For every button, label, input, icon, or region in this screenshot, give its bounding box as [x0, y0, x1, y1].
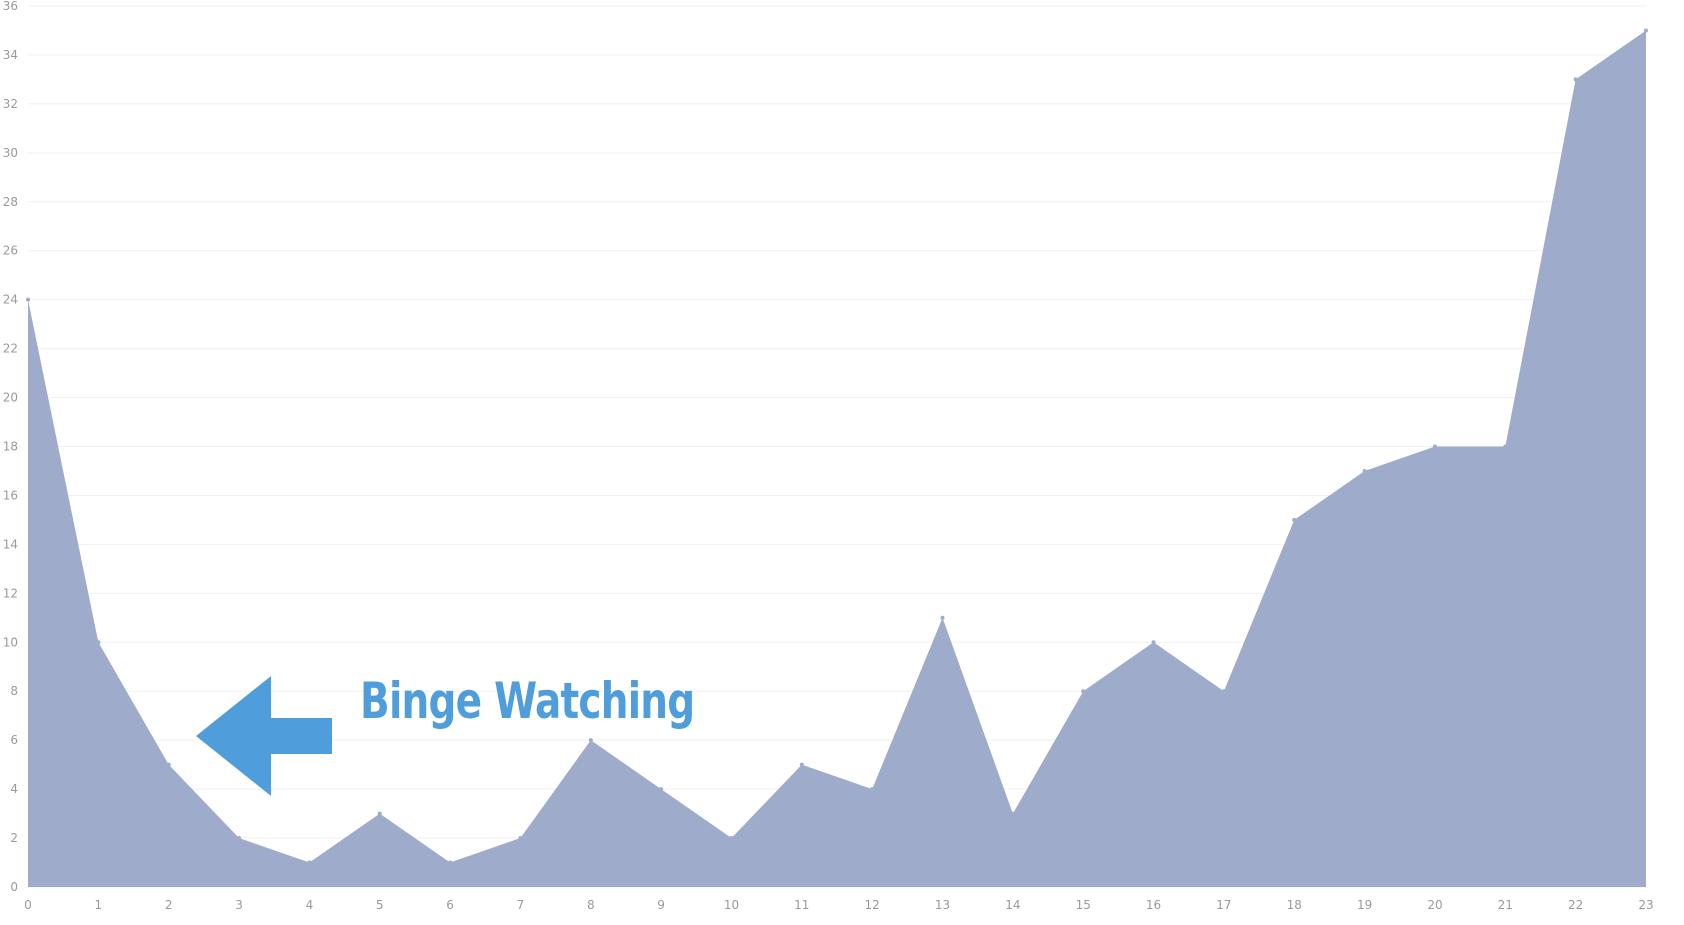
- y-tick-label: 10: [3, 635, 18, 649]
- data-point: [870, 787, 875, 792]
- x-tick-label: 1: [95, 898, 103, 912]
- y-tick-label: 4: [10, 782, 18, 796]
- grid-lines: [28, 5, 1646, 888]
- x-tick-label: 10: [724, 898, 739, 912]
- y-tick-label: 24: [3, 293, 18, 307]
- data-point: [96, 640, 101, 645]
- y-tick-label: 6: [10, 733, 18, 747]
- y-tick-label: 30: [3, 146, 18, 160]
- data-point: [1503, 444, 1508, 449]
- data-point: [307, 860, 312, 865]
- series-area: [28, 30, 1646, 887]
- x-tick-label: 14: [1005, 898, 1020, 912]
- x-tick-label: 21: [1498, 898, 1513, 912]
- data-point: [588, 738, 593, 743]
- x-tick-label: 13: [935, 898, 950, 912]
- data-point: [1221, 689, 1226, 694]
- annotation-label: Binge Watching: [360, 672, 695, 730]
- x-tick-label: 15: [1076, 898, 1091, 912]
- x-tick-label: 0: [24, 898, 32, 912]
- y-tick-label: 34: [3, 48, 18, 62]
- data-point: [659, 787, 664, 792]
- x-tick-label: 17: [1216, 898, 1231, 912]
- y-tick-label: 16: [3, 488, 18, 502]
- y-tick-label: 12: [3, 586, 18, 600]
- data-point: [377, 811, 382, 816]
- x-tick-label: 11: [794, 898, 809, 912]
- y-tick-label: 14: [3, 537, 18, 551]
- x-tick-label: 18: [1287, 898, 1302, 912]
- x-tick-label: 3: [235, 898, 243, 912]
- data-point: [1362, 468, 1367, 473]
- data-point: [1644, 28, 1648, 33]
- data-point: [26, 297, 30, 302]
- y-tick-label: 18: [3, 440, 18, 454]
- x-tick-label: 23: [1638, 898, 1653, 912]
- x-tick-label: 4: [306, 898, 314, 912]
- y-tick-label: 0: [10, 880, 18, 894]
- data-point: [1081, 689, 1086, 694]
- data-point: [729, 836, 734, 841]
- y-tick-label: 22: [3, 342, 18, 356]
- x-tick-label: 12: [865, 898, 880, 912]
- y-tick-label: 20: [3, 391, 18, 405]
- y-tick-label: 32: [3, 97, 18, 111]
- data-point: [237, 836, 242, 841]
- data-area: [26, 28, 1648, 887]
- x-axis-ticks: 0 1 2 3 4 5 6 7 8 9 10 11 12 13 14 15 16 17 18 19 20 21 22 23: [24, 898, 1653, 912]
- x-tick-label: 9: [657, 898, 665, 912]
- data-point: [1292, 517, 1297, 522]
- data-point: [448, 860, 453, 865]
- data-point: [799, 762, 804, 767]
- x-tick-label: 22: [1568, 898, 1583, 912]
- x-tick-label: 6: [446, 898, 454, 912]
- x-tick-label: 7: [517, 898, 525, 912]
- data-point: [1151, 640, 1156, 645]
- data-point: [1432, 444, 1437, 449]
- data-point: [166, 762, 171, 767]
- data-point: [1573, 77, 1578, 82]
- data-point: [1010, 811, 1015, 816]
- y-tick-label: 28: [3, 195, 18, 209]
- data-point: [518, 836, 523, 841]
- x-tick-label: 5: [376, 898, 384, 912]
- x-tick-label: 20: [1427, 898, 1442, 912]
- x-tick-label: 8: [587, 898, 595, 912]
- x-tick-label: 2: [165, 898, 173, 912]
- y-tick-label: 8: [10, 684, 18, 698]
- x-tick-label: 16: [1146, 898, 1161, 912]
- data-point: [940, 615, 945, 620]
- y-tick-label: 26: [3, 244, 18, 258]
- y-tick-label: 36: [3, 0, 18, 13]
- x-tick-label: 19: [1357, 898, 1372, 912]
- left-arrow-icon: [196, 676, 332, 796]
- y-tick-label: 2: [10, 831, 18, 845]
